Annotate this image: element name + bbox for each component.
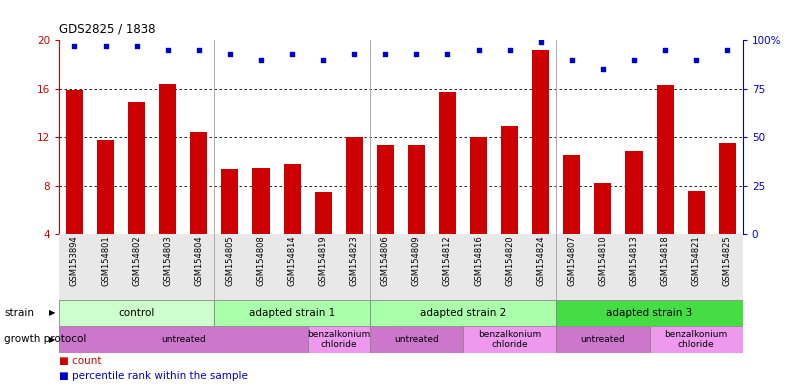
Text: GSM154803: GSM154803 [163, 235, 172, 286]
Bar [439, 93, 456, 234]
Bar [649, 326, 743, 353]
Bar [252, 167, 270, 234]
Text: GSM154818: GSM154818 [660, 235, 670, 286]
Point [223, 51, 236, 57]
Text: untreated: untreated [581, 335, 626, 344]
Point [99, 43, 112, 49]
Bar [532, 50, 549, 234]
Point [565, 56, 578, 63]
Point [68, 43, 81, 49]
Text: GSM154805: GSM154805 [226, 235, 234, 286]
Bar [307, 326, 369, 353]
Text: GSM154809: GSM154809 [412, 235, 421, 286]
Point [348, 51, 361, 57]
Point [597, 66, 609, 73]
Text: GSM154816: GSM154816 [474, 235, 483, 286]
Point [659, 47, 671, 53]
Bar [594, 183, 612, 234]
Text: ▶: ▶ [49, 335, 55, 344]
Text: benzalkonium
chloride: benzalkonium chloride [664, 330, 728, 349]
Text: GSM154806: GSM154806 [381, 235, 390, 286]
Bar [369, 300, 556, 326]
Text: benzalkonium
chloride: benzalkonium chloride [307, 330, 370, 349]
Point [472, 47, 485, 53]
Bar [222, 169, 238, 234]
Point [503, 47, 516, 53]
Text: GSM154819: GSM154819 [318, 235, 328, 286]
Text: GSM154807: GSM154807 [567, 235, 576, 286]
Text: adapted strain 2: adapted strain 2 [420, 308, 506, 318]
Text: adapted strain 3: adapted strain 3 [606, 308, 692, 318]
Text: benzalkonium
chloride: benzalkonium chloride [478, 330, 542, 349]
Text: ■ percentile rank within the sample: ■ percentile rank within the sample [59, 371, 248, 381]
Text: GSM154802: GSM154802 [132, 235, 141, 286]
Point [255, 56, 267, 63]
Bar [718, 143, 736, 234]
Bar [688, 190, 705, 234]
Bar [59, 326, 307, 353]
Text: GSM154813: GSM154813 [630, 235, 638, 286]
Text: growth protocol: growth protocol [4, 334, 86, 344]
Bar [556, 326, 649, 353]
Text: GSM154820: GSM154820 [505, 235, 514, 286]
Bar [59, 300, 215, 326]
Text: GSM154804: GSM154804 [194, 235, 204, 286]
Text: GSM154824: GSM154824 [536, 235, 545, 286]
Bar [501, 126, 518, 234]
Text: untreated: untreated [394, 335, 439, 344]
Bar [215, 300, 369, 326]
Bar [564, 156, 580, 234]
Point [317, 56, 329, 63]
Text: adapted strain 1: adapted strain 1 [249, 308, 335, 318]
Point [721, 47, 733, 53]
Text: ■ count: ■ count [59, 356, 101, 366]
Bar [66, 90, 83, 234]
Bar [346, 137, 363, 234]
Text: GSM154810: GSM154810 [598, 235, 608, 286]
Point [534, 39, 547, 45]
Point [410, 51, 423, 57]
Bar [556, 300, 743, 326]
Bar [470, 137, 487, 234]
Text: ▶: ▶ [49, 308, 55, 317]
Point [379, 51, 391, 57]
Bar [314, 192, 332, 234]
Text: GSM154814: GSM154814 [288, 235, 296, 286]
Bar [97, 140, 114, 234]
Bar [376, 144, 394, 234]
Bar [128, 102, 145, 234]
Bar [369, 326, 463, 353]
Bar [463, 326, 556, 353]
Text: GSM154801: GSM154801 [101, 235, 110, 286]
Text: GSM154823: GSM154823 [350, 235, 358, 286]
Text: GSM154808: GSM154808 [256, 235, 266, 286]
Text: GDS2825 / 1838: GDS2825 / 1838 [59, 23, 156, 36]
Text: strain: strain [4, 308, 34, 318]
Text: control: control [119, 308, 155, 318]
Point [161, 47, 174, 53]
Bar [190, 132, 208, 234]
Text: GSM154825: GSM154825 [723, 235, 732, 286]
Point [690, 56, 703, 63]
Bar [160, 84, 176, 234]
Text: GSM153894: GSM153894 [70, 235, 79, 286]
Text: untreated: untreated [161, 335, 206, 344]
Bar [626, 151, 642, 234]
Bar [656, 85, 674, 234]
Text: GSM154812: GSM154812 [443, 235, 452, 286]
Bar [284, 164, 300, 234]
Point [441, 51, 454, 57]
Point [628, 56, 641, 63]
Point [286, 51, 299, 57]
Bar [408, 144, 425, 234]
Point [130, 43, 143, 49]
Text: GSM154821: GSM154821 [692, 235, 700, 286]
Point [193, 47, 205, 53]
